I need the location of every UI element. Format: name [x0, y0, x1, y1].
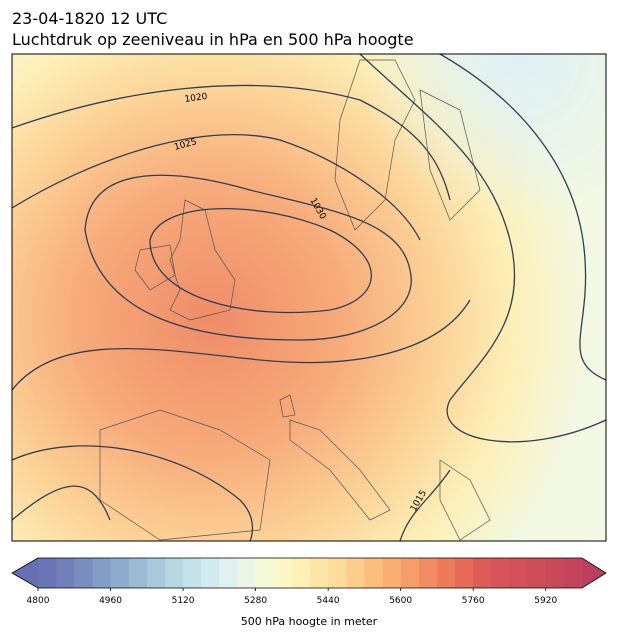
colorbar-segment [201, 558, 220, 588]
colorbar-segment [527, 558, 547, 588]
colorbar-segment [346, 558, 365, 588]
colorbar-segment [436, 558, 456, 588]
map-frame [11, 53, 607, 542]
colorbar-segment [183, 558, 202, 588]
colorbar-label: 500 hPa hoogte in meter [241, 615, 378, 628]
colorbar-extend-high [582, 558, 606, 588]
colorbar-segment [255, 558, 275, 588]
colorbar-segment [364, 558, 384, 588]
colorbar-tick-label: 5440 [317, 596, 340, 606]
subtitle: Luchtdruk op zeeniveau in hPa en 500 hPa… [12, 30, 414, 49]
colorbar-segment [382, 558, 402, 588]
colorbar-tick-label: 4960 [99, 596, 122, 606]
colorbar-segment [219, 558, 238, 588]
colorbar-tick-label: 4800 [27, 596, 50, 606]
colorbar-outline [11, 557, 607, 589]
colorbar-segment [74, 558, 93, 588]
colorbar-segment [310, 558, 329, 588]
colorbar-segment [92, 558, 112, 588]
colorbar-segment [291, 558, 311, 588]
colorbar-segment [545, 558, 565, 588]
colorbar-tick-label: 5600 [389, 596, 412, 606]
colorbar-tick-label: 5120 [172, 596, 195, 606]
colorbar-segment [110, 558, 130, 588]
colorbar-segment [273, 558, 293, 588]
colorbar-segment [418, 558, 438, 588]
colorbar: 4800 4960 5120 5280 5440 5600 5760 5920 [11, 557, 607, 606]
colorbar-segment [56, 558, 75, 588]
colorbar-segment [473, 558, 492, 588]
colorbar-segment [455, 558, 474, 588]
colorbar-segment [509, 558, 529, 588]
isobar-label: 1020 [184, 92, 208, 105]
colorbar-segment [146, 558, 166, 588]
colorbar-segment [128, 558, 148, 588]
colorbar-segment [328, 558, 347, 588]
colorbar-segment [563, 558, 583, 588]
title: 23-04-1820 12 UTC [12, 9, 167, 28]
colorbar-segment [38, 558, 57, 588]
colorbar-tick-label: 5280 [244, 596, 267, 606]
colorbar-segment [237, 558, 257, 588]
colorbar-extend-low [12, 558, 38, 588]
colorbar-tick-label: 5760 [462, 596, 485, 606]
colorbar-segment [491, 558, 510, 588]
colorbar-tick-label: 5920 [534, 596, 557, 606]
colorbar-segment [164, 558, 184, 588]
colorbar-segment [400, 558, 420, 588]
map [12, 54, 606, 541]
